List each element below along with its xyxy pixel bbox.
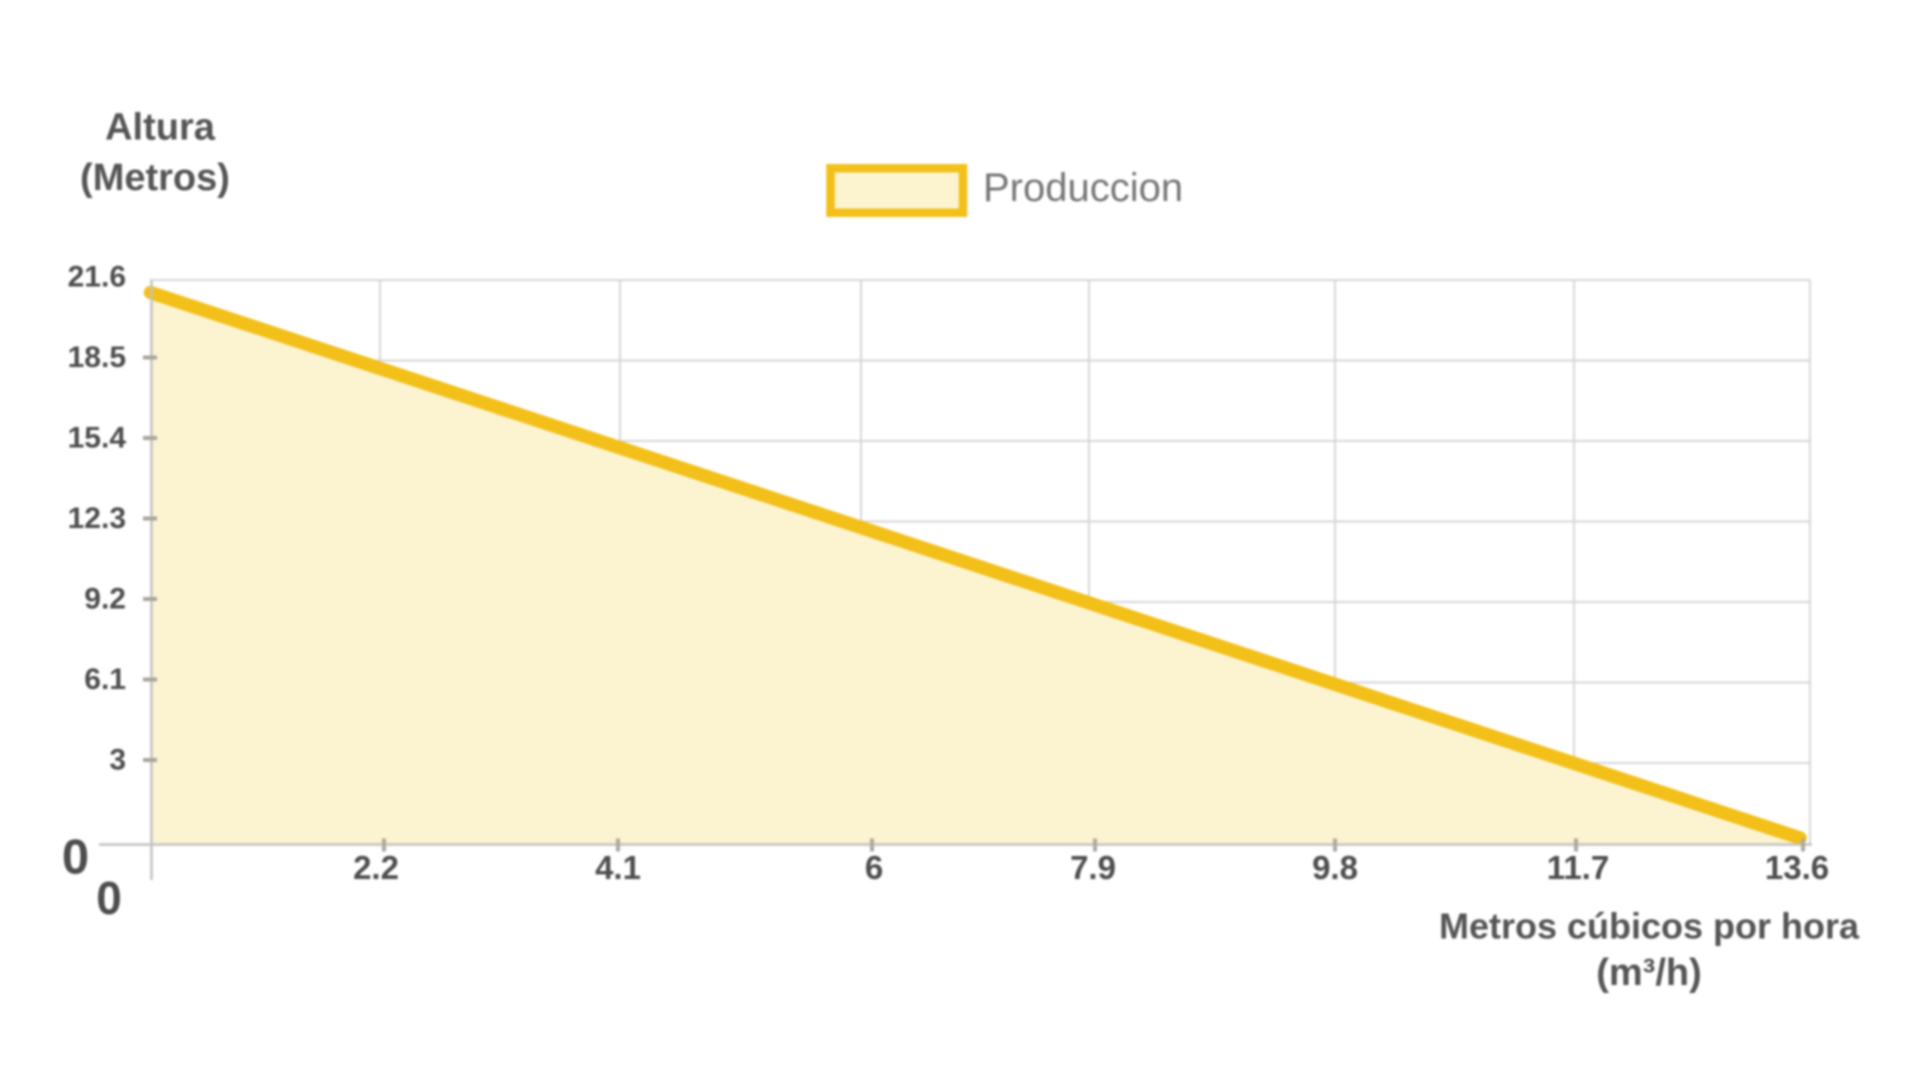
svg-text:6.1: 6.1: [84, 663, 126, 696]
svg-text:0: 0: [62, 831, 89, 885]
svg-text:9.8: 9.8: [1312, 849, 1358, 886]
svg-text:Produccion: Produccion: [983, 166, 1183, 210]
svg-text:11.7: 11.7: [1547, 849, 1609, 886]
svg-text:4.1: 4.1: [595, 849, 641, 886]
svg-text:3: 3: [109, 744, 126, 777]
svg-text:Metros cúbicos por hora: Metros cúbicos por hora: [1439, 906, 1860, 947]
svg-text:(Metros): (Metros): [80, 157, 230, 199]
svg-text:(m³/h): (m³/h): [1596, 952, 1702, 994]
svg-text:Altura: Altura: [105, 107, 216, 149]
svg-text:21.6: 21.6: [68, 261, 126, 294]
svg-text:12.3: 12.3: [68, 502, 126, 535]
svg-text:15.4: 15.4: [68, 422, 127, 455]
svg-text:6: 6: [865, 849, 883, 886]
svg-text:18.5: 18.5: [68, 341, 126, 374]
svg-text:7.9: 7.9: [1070, 849, 1116, 886]
svg-text:0: 0: [96, 872, 122, 924]
svg-text:9.2: 9.2: [84, 583, 126, 616]
svg-text:2.2: 2.2: [353, 849, 399, 886]
svg-text:13.6: 13.6: [1765, 849, 1829, 886]
